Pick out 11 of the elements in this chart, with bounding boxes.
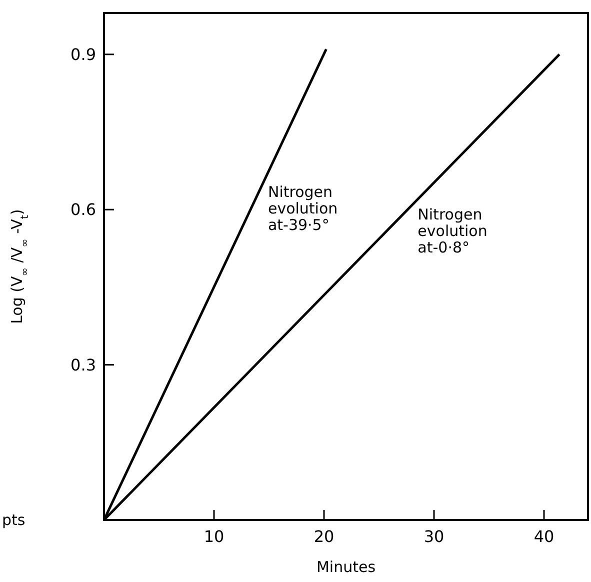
y-tick-label: 0.6 — [70, 200, 96, 220]
series-label: Nitrogen evolution at-0·8° — [418, 205, 488, 256]
x-tick-label: 40 — [534, 527, 554, 546]
x-tick-label: 30 — [424, 527, 444, 546]
x-tick-label: 10 — [204, 527, 224, 546]
x-axis-title: Minutes — [316, 558, 376, 576]
y-tick-label: 0.3 — [70, 355, 96, 374]
text: pts — [2, 511, 26, 529]
series-label: Nitrogen evolution at-39·5° — [268, 183, 338, 234]
x-tick-label: 20 — [314, 527, 334, 546]
y-tick-label: 0.9 — [70, 44, 96, 64]
